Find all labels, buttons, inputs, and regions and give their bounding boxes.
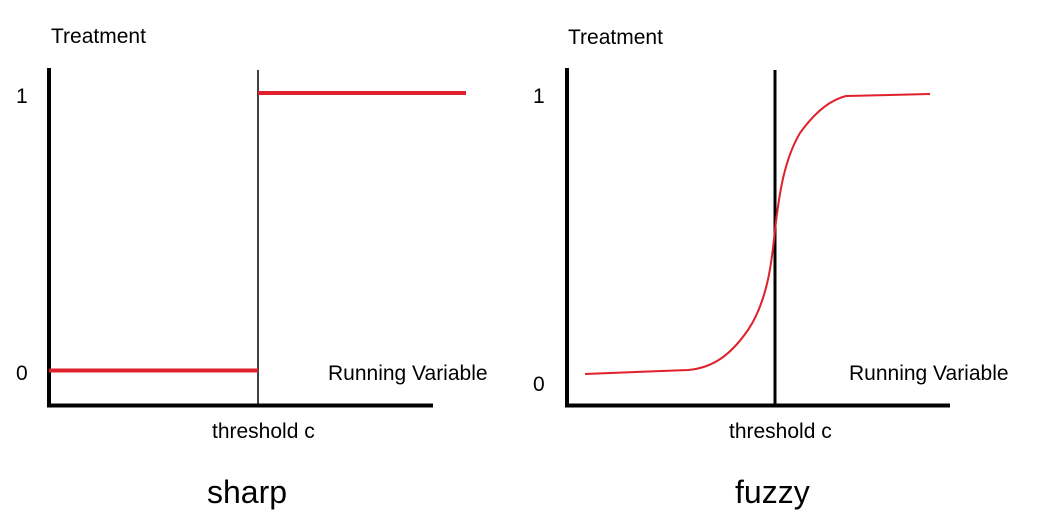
sharp-y-tick-1: 1: [16, 85, 28, 108]
sharp-y-axis-label: Treatment: [51, 25, 146, 48]
sharp-x-axis-label: Running Variable: [328, 362, 488, 385]
sharp-caption: sharp: [207, 474, 288, 510]
fuzzy-y-axis-label: Treatment: [568, 26, 663, 49]
fuzzy-x-axis-label: Running Variable: [849, 362, 1009, 385]
fuzzy-panel-graphic: [565, 68, 950, 408]
fuzzy-y-tick-1: 1: [533, 85, 545, 108]
fuzzy-caption: fuzzy: [735, 474, 810, 510]
fuzzy-y-tick-0: 0: [533, 373, 545, 396]
fuzzy-treatment-curve: [584, 93, 931, 375]
sharp-threshold-label: threshold c: [212, 420, 315, 443]
sharp-panel-graphic: [47, 68, 466, 408]
fuzzy-threshold-label: threshold c: [729, 420, 832, 443]
sharp-y-tick-0: 0: [16, 362, 28, 385]
